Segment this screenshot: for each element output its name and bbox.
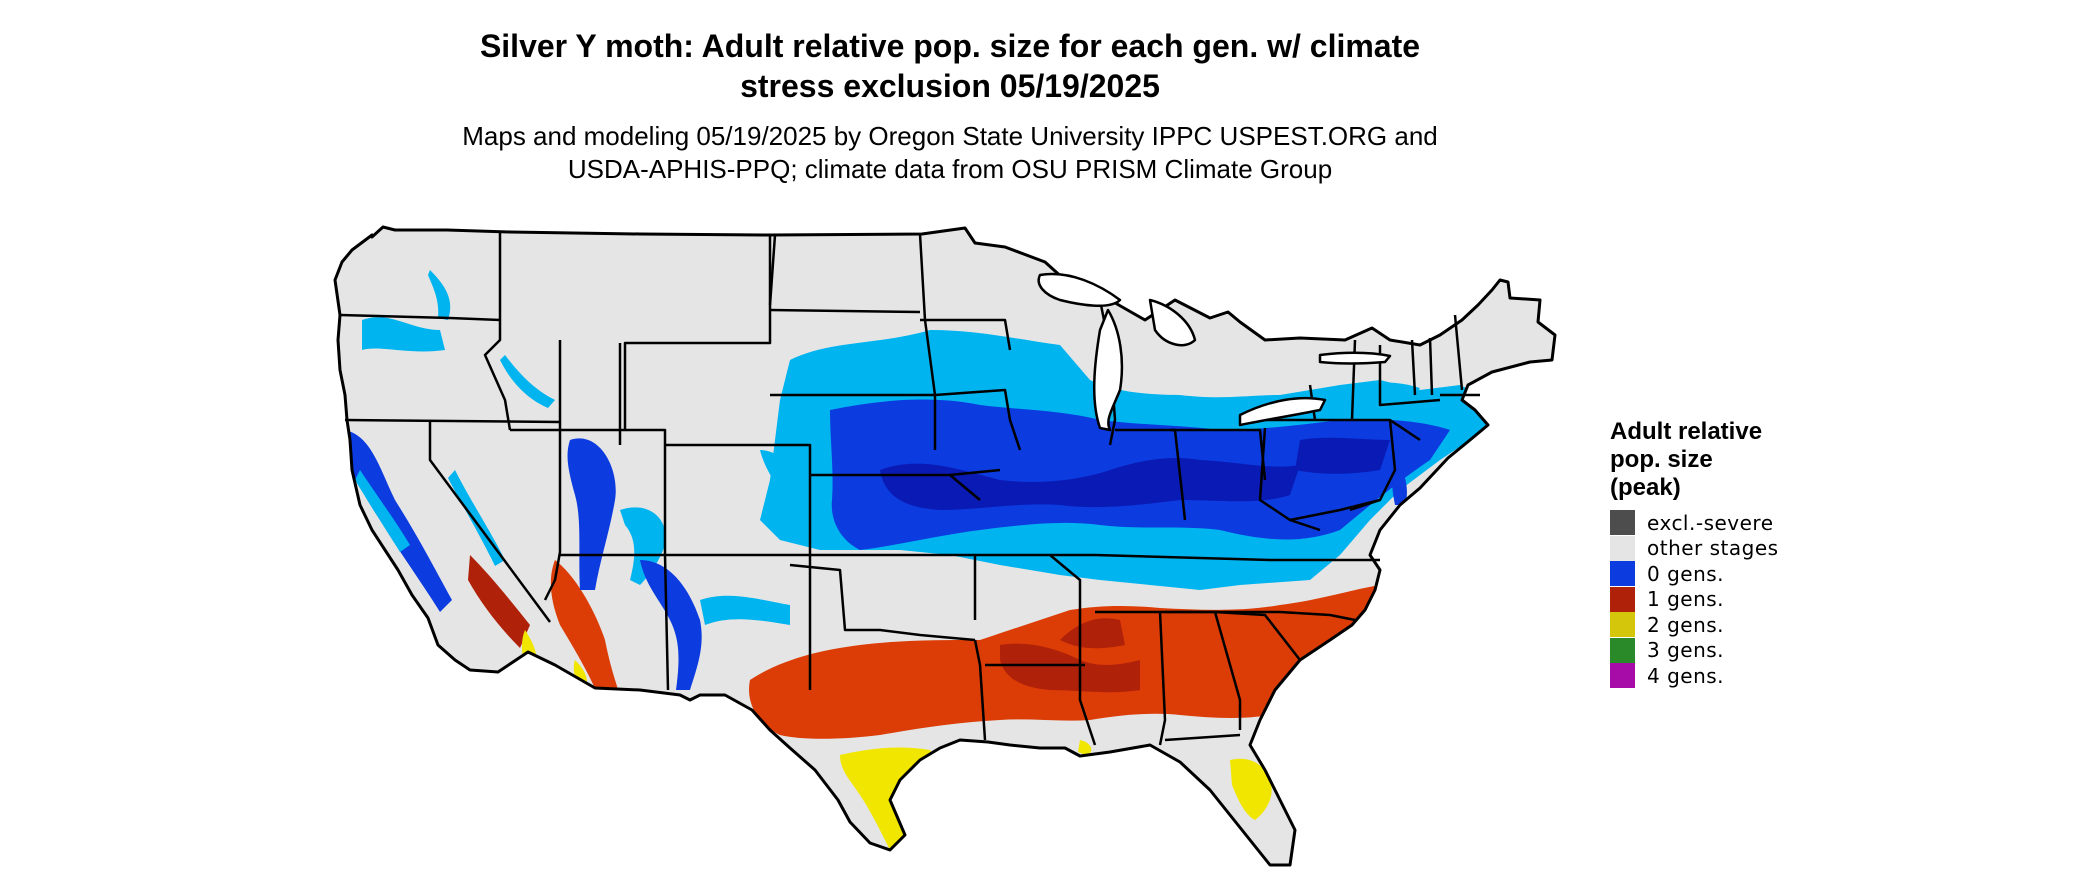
lake-michigan — [1093, 308, 1124, 432]
lake-huron — [1148, 298, 1197, 347]
legend-label-3-gens: 3 gens. — [1647, 638, 1725, 663]
area-2-gens-florida — [1230, 758, 1272, 820]
map-subtitle-line-2: USDA-APHIS-PPQ; climate data from OSU PR… — [567, 154, 1333, 184]
legend-swatch-4-gens — [1610, 663, 1635, 689]
legend-item-4-gens: 4 gens. — [1610, 663, 1910, 689]
area-0-gens-california — [340, 430, 452, 612]
legend-swatch-0-gens — [1610, 561, 1635, 587]
area-0-gens-pnw — [362, 317, 445, 352]
legend-label-0-gens: 0 gens. — [1647, 561, 1725, 586]
legend-swatch-3-gens — [1610, 637, 1635, 663]
legend-item-other-stages: other stages — [1610, 535, 1910, 562]
legend-swatch-other-stages — [1610, 535, 1635, 561]
legend-label-other-stages: other stages — [1647, 536, 1779, 561]
lake-ontario — [1318, 351, 1392, 365]
legend-item-1-gens: 1 gens. — [1610, 586, 1910, 613]
legend-label-1-gens: 1 gens. — [1647, 587, 1725, 612]
legend-title-line-1: Adult relative — [1610, 418, 1763, 445]
legend-item-excl-severe: excl.-severe — [1610, 510, 1910, 536]
legend-item-2-gens: 2 gens. — [1610, 612, 1910, 638]
legend-label-2-gens: 2 gens. — [1647, 612, 1725, 637]
map-subtitle: Maps and modeling 05/19/2025 by Oregon S… — [0, 120, 1900, 186]
legend-swatch-excl-severe — [1610, 510, 1635, 536]
map-title-line-1: Silver Y moth: Adult relative pop. size … — [479, 28, 1421, 64]
area-1-gens-southwest — [468, 555, 530, 648]
lake-erie — [1238, 396, 1327, 427]
legend-title-line-3: (peak) — [1610, 474, 1681, 501]
legend-item-0-gens: 0 gens. — [1610, 561, 1910, 587]
legend-title-line-2: pop. size — [1610, 446, 1713, 473]
state-boundaries — [339, 232, 1480, 746]
legend-item-3-gens: 3 gens. — [1610, 637, 1910, 664]
map-legend: Adult relative pop. size (peak) excl.-se… — [1610, 418, 1910, 689]
map-title-line-2: stress exclusion 05/19/2025 — [740, 68, 1160, 104]
map-title: Silver Y moth: Adult relative pop. size … — [0, 26, 1900, 106]
legend-swatch-2-gens — [1610, 612, 1635, 638]
area-3-gens-florida-keys — [1240, 860, 1256, 865]
us-outline — [333, 225, 1557, 867]
legend-swatch-1-gens — [1610, 586, 1635, 612]
map-subtitle-line-1: Maps and modeling 05/19/2025 by Oregon S… — [462, 121, 1438, 151]
lake-superior — [1037, 272, 1122, 308]
legend-label-4-gens: 4 gens. — [1647, 663, 1725, 688]
us-generations-map — [333, 225, 1557, 867]
legend-label-excl-severe: excl.-severe — [1647, 510, 1774, 535]
great-lakes — [1037, 272, 1392, 432]
legend-title: Adult relative pop. size (peak) — [1610, 418, 1910, 502]
